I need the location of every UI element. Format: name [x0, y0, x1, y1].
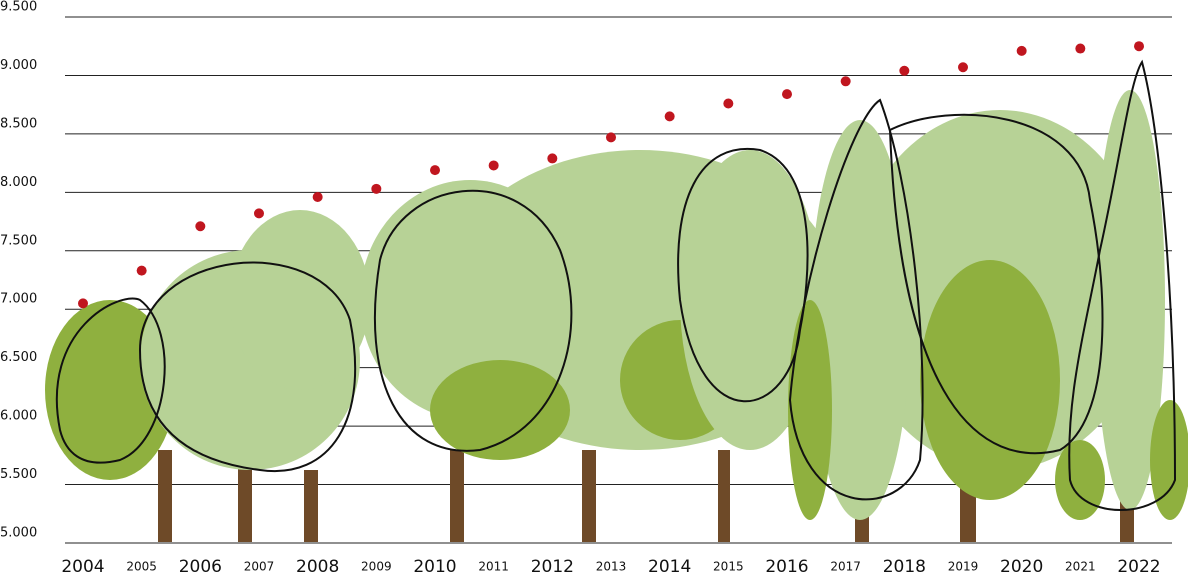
trunk	[158, 450, 172, 542]
point	[430, 165, 440, 175]
x-tick-label: 2006	[179, 557, 222, 577]
trunk	[304, 470, 318, 542]
x-tick-label: 2004	[61, 557, 104, 577]
x-tick-label: 2015	[713, 560, 744, 574]
y-tick-label: 5.000	[0, 526, 37, 541]
point	[547, 153, 557, 163]
x-tick-label: 2017	[830, 560, 861, 574]
point	[78, 298, 88, 308]
y-tick-label: 9.000	[0, 58, 37, 73]
point	[665, 111, 675, 121]
point	[958, 62, 968, 72]
y-tick-label: 5.500	[0, 467, 37, 482]
x-tick-label: 2016	[765, 557, 808, 577]
point	[841, 76, 851, 86]
x-tick-label: 2012	[531, 557, 574, 577]
y-tick-label: 7.000	[0, 292, 37, 307]
x-tick-label: 2014	[648, 557, 691, 577]
canopy	[1055, 440, 1105, 520]
y-tick-label: 8.000	[0, 175, 37, 190]
trunk	[238, 460, 252, 542]
x-tick-label: 2005	[126, 560, 157, 574]
point	[137, 266, 147, 276]
x-tick-label: 2008	[296, 557, 339, 577]
point	[1017, 46, 1027, 56]
y-tick-label: 6.500	[0, 350, 37, 365]
x-tick-label: 2022	[1117, 557, 1160, 577]
point	[489, 160, 499, 170]
canopy	[920, 260, 1060, 500]
point	[723, 98, 733, 108]
y-tick-label: 6.000	[0, 409, 37, 424]
point	[313, 192, 323, 202]
x-tick-label: 2020	[1000, 557, 1043, 577]
canopy	[430, 360, 570, 460]
y-tick-label: 9.500	[0, 0, 37, 15]
chart: 5.000 5.500 6.000 6.500 7.000 7.500 8.000 8.500…	[0, 0, 1188, 577]
point	[254, 208, 264, 218]
x-tick-label: 2013	[596, 560, 627, 574]
trunk	[718, 450, 730, 542]
x-tick-label: 2007	[244, 560, 275, 574]
x-tick-label: 2009	[361, 560, 392, 574]
point	[899, 66, 909, 76]
canopy	[788, 300, 832, 520]
canopy	[230, 210, 370, 390]
point	[1134, 41, 1144, 51]
y-tick-label: 8.500	[0, 116, 37, 131]
x-tick-label: 2021	[1065, 560, 1096, 574]
x-tick-label: 2010	[413, 557, 456, 577]
trunk	[450, 450, 464, 542]
x-tick-label: 2018	[883, 557, 926, 577]
point	[606, 132, 616, 142]
x-tick-label: 2011	[478, 560, 509, 574]
point	[195, 221, 205, 231]
point	[782, 89, 792, 99]
y-tick-label: 7.500	[0, 233, 37, 248]
point	[371, 184, 381, 194]
point	[1075, 44, 1085, 54]
trunk	[582, 450, 596, 542]
x-tick-label: 2019	[948, 560, 979, 574]
